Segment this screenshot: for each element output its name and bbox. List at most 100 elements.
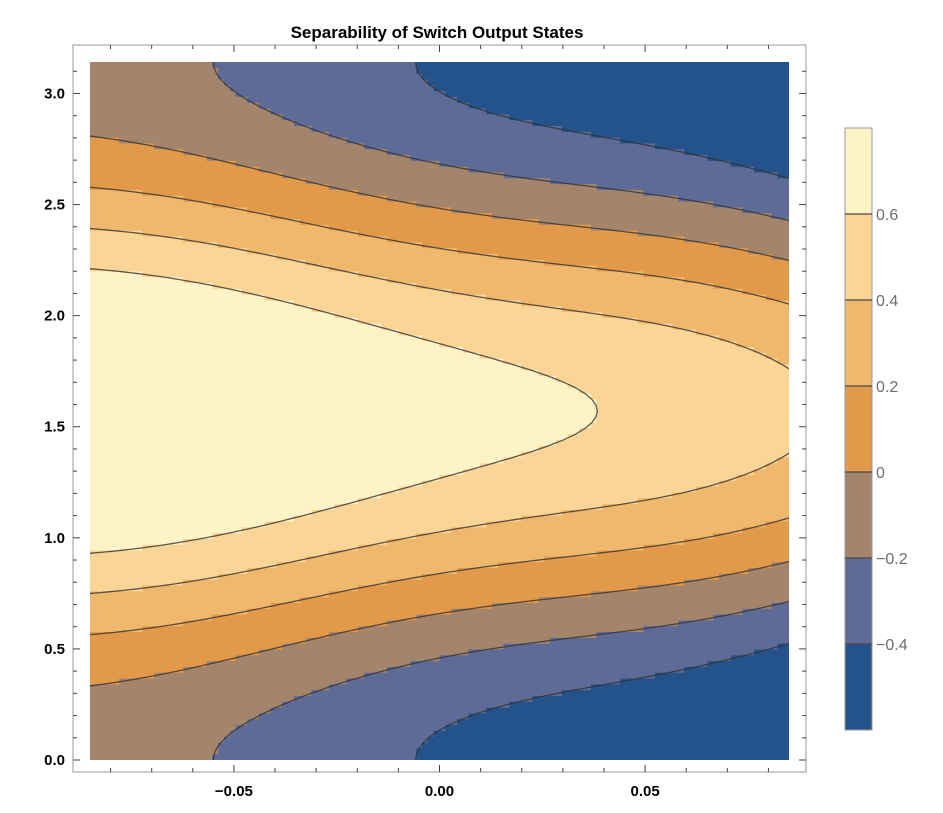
contour-cell	[363, 79, 371, 86]
contour-cell	[95, 178, 103, 185]
contour-cell	[649, 149, 656, 156]
contour-cell	[346, 149, 353, 156]
contour-cell	[585, 265, 592, 272]
contour-cell	[695, 172, 703, 179]
contour-cell	[544, 265, 551, 272]
contour-cell	[602, 137, 610, 145]
contour-cell	[323, 143, 330, 150]
contour-cell	[748, 271, 755, 278]
contour-cell	[130, 248, 138, 255]
contour-cell	[451, 96, 458, 104]
contour-cell	[305, 294, 312, 302]
contour-cell	[299, 143, 307, 150]
contour-cell	[165, 294, 173, 302]
contour-cell	[637, 137, 644, 145]
contour-cell	[590, 242, 598, 249]
contour-cell	[381, 172, 388, 179]
contour-cell	[177, 201, 184, 209]
contour-cell	[130, 283, 138, 290]
contour-cell	[90, 189, 97, 197]
contour-cell	[177, 294, 184, 302]
contour-cell	[614, 189, 621, 197]
contour-cell	[748, 207, 755, 214]
contour-cell	[526, 242, 534, 249]
contour-cell	[503, 294, 510, 302]
contour-cell	[124, 155, 132, 162]
contour-cell	[660, 67, 668, 75]
contour-cell	[433, 143, 441, 150]
contour-cell	[573, 248, 580, 255]
contour-cell	[392, 201, 400, 209]
contour-cell	[561, 283, 569, 290]
contour-cell	[474, 265, 481, 272]
contour-cell	[404, 108, 411, 115]
contour-cell	[334, 224, 342, 232]
contour-cell	[556, 195, 563, 203]
contour-cell	[381, 259, 388, 267]
contour-cell	[392, 271, 400, 278]
contour-cell	[183, 79, 190, 86]
contour-cell	[497, 283, 505, 290]
contour-cell	[532, 102, 540, 110]
contour-cell	[736, 259, 743, 267]
contour-cell	[620, 102, 627, 110]
contour-cell	[270, 178, 277, 185]
contour-cell	[759, 102, 767, 110]
contour-cell	[771, 102, 778, 110]
contour-cell	[416, 96, 423, 104]
contour-cell	[480, 125, 487, 133]
contour-cell	[422, 189, 429, 197]
contour-cell	[509, 155, 516, 162]
contour-cell	[748, 213, 755, 220]
contour-cell	[602, 213, 610, 220]
contour-cell	[707, 230, 714, 238]
contour-cell	[515, 166, 522, 174]
contour-cell	[497, 207, 505, 214]
contour-cell	[223, 131, 231, 139]
contour-cell	[765, 166, 773, 174]
contour-cell	[90, 277, 97, 284]
contour-cell	[736, 213, 743, 220]
contour-cell	[561, 102, 569, 110]
contour-cell	[759, 219, 767, 226]
contour-cell	[701, 283, 709, 290]
contour-cell	[352, 184, 359, 191]
contour-cell	[241, 73, 248, 81]
contour-cell	[212, 207, 219, 214]
contour-cell	[585, 294, 592, 302]
contour-cell	[532, 248, 540, 255]
contour-cell	[189, 207, 196, 214]
contour-cell	[707, 108, 714, 115]
contour-cell	[590, 178, 598, 185]
contour-cell	[124, 166, 132, 174]
contour-cell	[684, 224, 691, 232]
contour-cell	[462, 85, 470, 92]
contour-cell	[713, 67, 720, 75]
contour-cell	[561, 108, 569, 115]
contour-cell	[124, 102, 132, 110]
contour-cell	[672, 67, 679, 75]
contour-cell	[655, 155, 662, 162]
contour-cell	[544, 172, 551, 179]
contour-cell	[223, 178, 231, 185]
contour-cell	[107, 248, 114, 255]
contour-cell	[509, 79, 516, 86]
contour-cell	[544, 125, 551, 133]
contour-cell	[579, 102, 586, 110]
contour-cell	[427, 277, 435, 284]
contour-cell	[456, 178, 464, 185]
contour-cell	[200, 143, 208, 150]
contour-cell	[206, 91, 213, 98]
contour-cell	[713, 230, 720, 238]
contour-cell	[288, 67, 295, 75]
contour-cell	[689, 184, 697, 191]
contour-cell	[538, 62, 545, 69]
contour-cell	[643, 213, 650, 220]
contour-cell	[113, 189, 120, 197]
contour-cell	[608, 166, 615, 174]
contour-cell	[427, 137, 435, 145]
contour-cell	[777, 207, 784, 214]
contour-cell	[486, 259, 493, 267]
contour-cell	[561, 96, 569, 104]
contour-cell	[451, 213, 458, 220]
